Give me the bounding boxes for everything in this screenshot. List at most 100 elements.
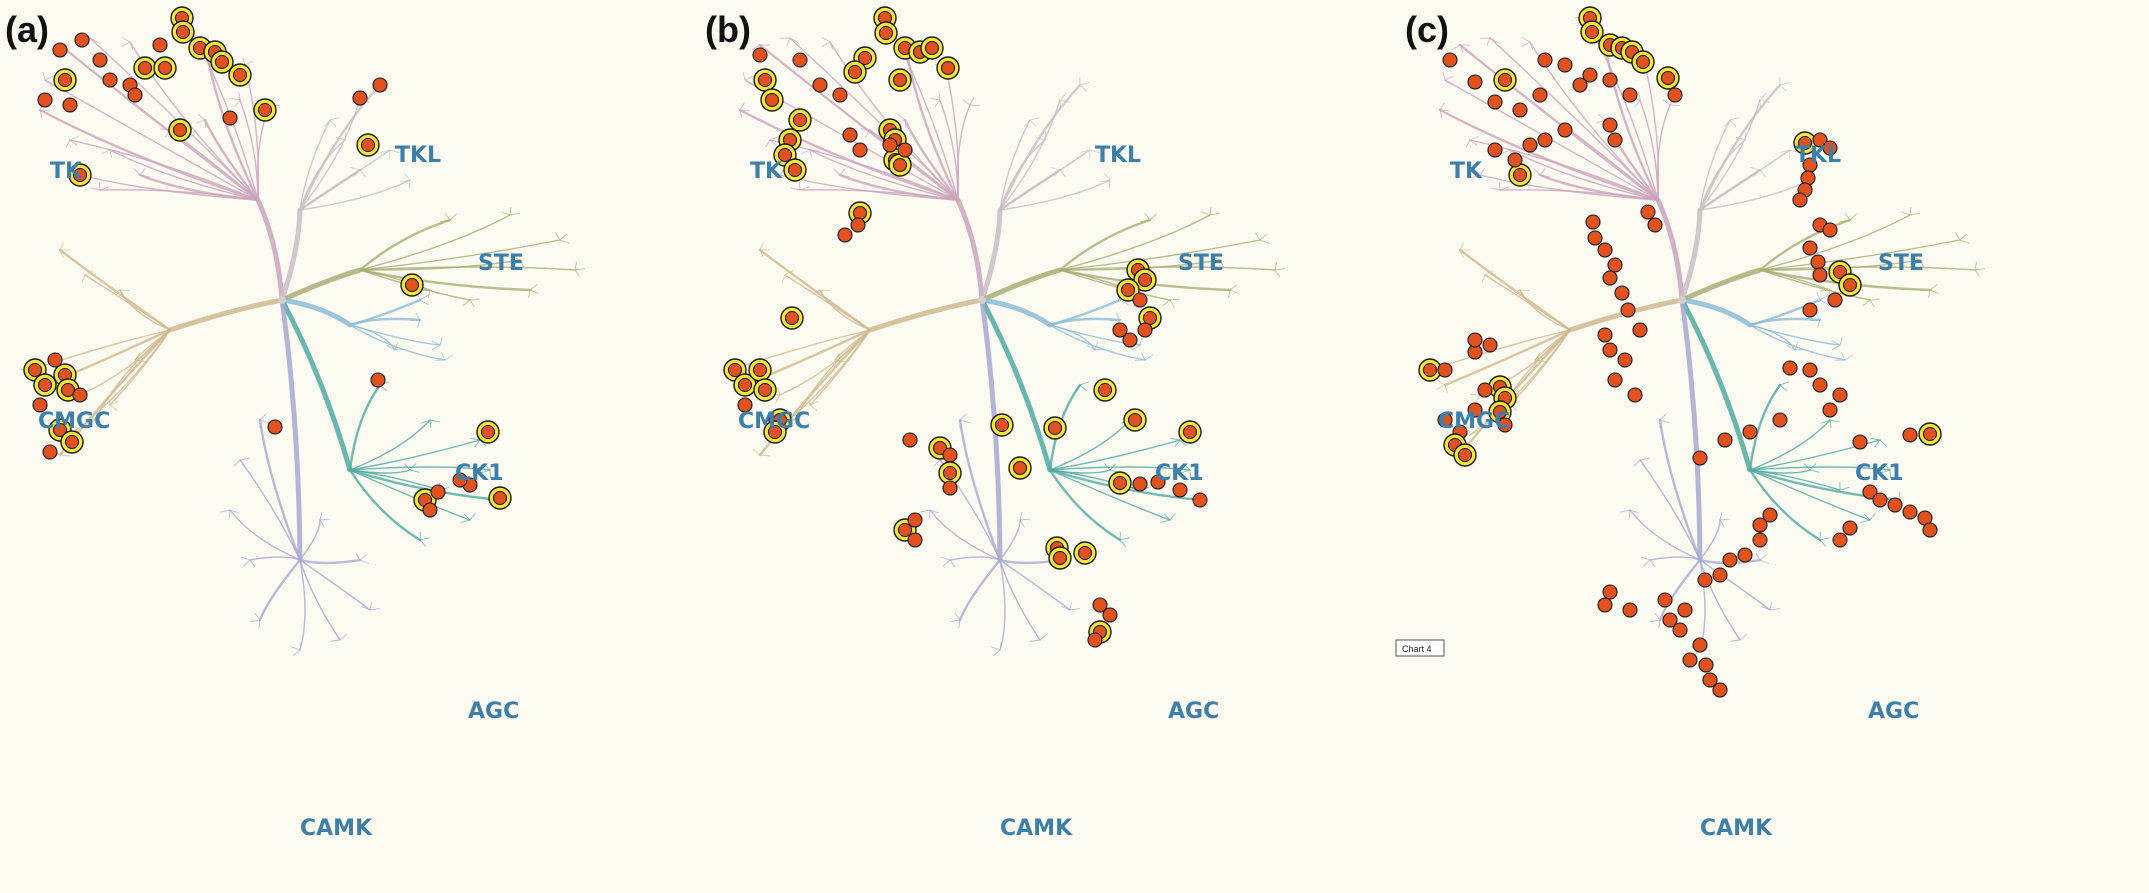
tree-twig <box>1044 131 1046 141</box>
hit-marker <box>1467 402 1483 418</box>
tree-branch <box>999 179 1111 211</box>
tree-twig <box>1086 345 1096 351</box>
tree-twig <box>329 119 337 127</box>
tree-twig <box>1844 354 1853 361</box>
hit-marker <box>1657 592 1673 608</box>
hit-dot <box>1482 337 1498 353</box>
hit-dot <box>1842 277 1858 293</box>
tree-twig <box>1229 289 1240 295</box>
tree-twig <box>1959 239 1970 244</box>
hit-marker <box>1902 504 1918 520</box>
hit-marker <box>1762 507 1778 523</box>
tree-twig <box>519 259 525 268</box>
tree-twig <box>1723 119 1731 127</box>
tree-branch <box>1699 139 1746 211</box>
hit-dot <box>1622 87 1638 103</box>
hit-dot <box>942 465 958 481</box>
tree-twig <box>220 509 231 513</box>
tree-twig <box>1809 469 1820 473</box>
circled-hit-marker <box>1048 546 1072 570</box>
tree-branch <box>348 298 422 327</box>
tree-twig <box>1140 219 1151 223</box>
tree-branch <box>1639 459 1701 561</box>
tree-twig <box>864 129 871 138</box>
tree-twig <box>1529 41 1534 50</box>
tree-twig <box>1228 289 1231 299</box>
tree-twig <box>419 537 430 541</box>
panel-b-label-TKL: TKL <box>1095 143 1141 168</box>
hit-dot <box>1437 412 1453 428</box>
hit-marker <box>352 90 368 106</box>
tree-twig <box>94 412 100 421</box>
hit-dot <box>1597 597 1613 613</box>
tree-twig <box>1769 602 1773 611</box>
circled-hit-marker <box>228 63 252 87</box>
tree-twig <box>1439 109 1443 118</box>
tree-twig <box>65 139 71 148</box>
hit-marker <box>1742 424 1758 440</box>
hit-marker <box>1832 387 1848 403</box>
tree-branch <box>349 324 396 351</box>
tree-twig <box>1059 169 1066 177</box>
tree-branch <box>38 108 260 202</box>
tree-twig <box>1862 299 1871 307</box>
tree-trunk <box>979 297 1053 328</box>
tree-twig <box>1094 342 1099 351</box>
hit-marker <box>47 352 63 368</box>
hit-dot <box>1822 140 1838 156</box>
panel-c-label: (c) <box>1405 9 1449 50</box>
hit-marker <box>897 142 913 158</box>
tree-twig <box>959 413 967 421</box>
hit-marker <box>1812 267 1828 283</box>
tree-twig <box>228 509 231 519</box>
hit-marker <box>1887 497 1903 513</box>
hit-marker <box>1802 240 1818 256</box>
tree-twig <box>777 387 781 396</box>
tree-branch <box>1699 99 1761 211</box>
tree-branch <box>819 289 871 331</box>
hit-marker <box>1442 52 1458 68</box>
hit-dot <box>1012 460 1028 476</box>
circled-hit-marker <box>171 20 195 44</box>
hit-marker <box>907 512 923 528</box>
tree-twig <box>1498 181 1501 191</box>
hit-dot <box>1512 167 1528 183</box>
tree-twig <box>834 359 838 368</box>
hit-marker <box>1467 332 1483 348</box>
hit-dot <box>1122 332 1138 348</box>
tree-branch <box>359 214 511 271</box>
hit-dot <box>1622 602 1638 618</box>
tree-branch <box>999 559 1006 651</box>
hit-dot <box>1532 87 1548 103</box>
panel-a-label: (a) <box>5 9 49 50</box>
panel-c-branch-agc <box>1679 297 1902 547</box>
tree-twig <box>134 352 141 361</box>
hit-dot <box>878 25 894 41</box>
tree-twig <box>108 396 111 406</box>
tree-twig <box>1659 419 1670 424</box>
tree-twig <box>1163 513 1171 521</box>
tree-twig <box>1219 259 1225 268</box>
tree-twig <box>1643 559 1651 567</box>
tree-twig <box>1786 345 1796 351</box>
hit-dot <box>727 362 743 378</box>
tree-branch <box>119 289 171 331</box>
tree-twig <box>417 319 421 328</box>
tree-branch <box>229 509 301 561</box>
hit-dot <box>1607 132 1623 148</box>
tree-branch <box>1758 218 1852 272</box>
hit-marker <box>32 397 48 413</box>
hit-dot <box>1597 327 1613 343</box>
hit-marker <box>1150 474 1166 490</box>
tree-twig <box>1030 639 1041 642</box>
tree-twig <box>429 289 439 295</box>
panel-c-tooltip-text: Chart 4 <box>1402 644 1432 654</box>
hit-dot <box>127 87 143 103</box>
tree-branch <box>1759 269 1831 291</box>
tree-trunk <box>255 197 285 303</box>
tree-twig <box>1739 633 1748 641</box>
hit-marker <box>1712 682 1728 698</box>
tree-twig <box>959 419 970 424</box>
tree-branch <box>84 274 171 331</box>
tree-trunk <box>1655 197 1685 303</box>
